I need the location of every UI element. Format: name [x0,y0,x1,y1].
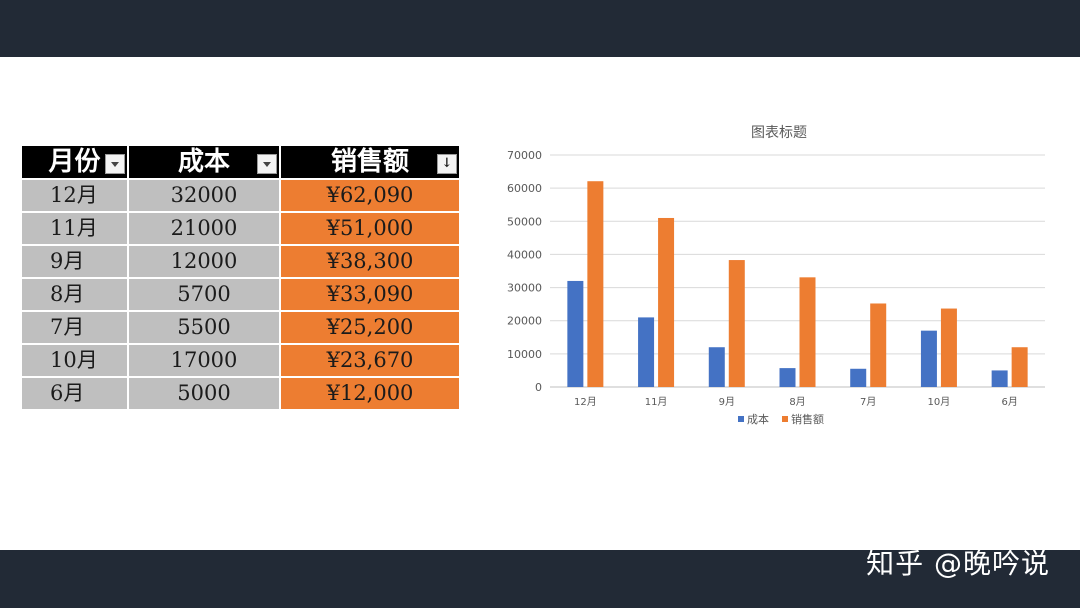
header-sales: 销售额 ↓ [279,146,459,179]
x-tick-label: 6月 [1001,396,1017,408]
y-tick-label: 10000 [507,348,542,361]
bar-chart[interactable]: 图表标题 0 10000 20000 30000 40000 50000 60000 7000… [490,112,1060,442]
table-row: 9月 12000 ¥38,300 [22,244,459,278]
cell-month[interactable]: 12月 [22,178,128,212]
table-row: 10月 17000 ¥23,670 [22,343,459,377]
filter-dropdown-icon[interactable] [105,154,125,174]
table-row: 7月 5500 ¥25,200 [22,310,459,344]
cell-cost[interactable]: 5500 [127,310,280,344]
y-tick-label: 20000 [507,315,542,328]
cell-month[interactable]: 11月 [22,211,128,245]
x-tick-label: 9月 [719,396,735,408]
cell-cost[interactable]: 21000 [127,211,280,245]
x-tick-label: 10月 [928,396,951,408]
cell-month[interactable]: 7月 [22,310,128,344]
cell-cost[interactable]: 17000 [127,343,280,377]
y-tick-label: 50000 [507,215,542,228]
cell-month[interactable]: 8月 [22,277,128,311]
legend-label: 销售额 [791,412,824,426]
bar-sales[interactable] [1011,347,1028,387]
bar-sales[interactable] [587,181,604,387]
chart-grid [550,154,1045,388]
legend-swatch [738,416,744,422]
cell-sales[interactable]: ¥38,300 [279,244,459,278]
bar-sales[interactable] [658,217,675,387]
y-tick-label: 60000 [507,182,542,195]
bar-cost[interactable] [638,317,655,387]
cell-cost[interactable]: 32000 [127,178,280,212]
cell-sales[interactable]: ¥62,090 [279,178,459,212]
bar-cost[interactable] [850,368,867,387]
cell-month[interactable]: 10月 [22,343,128,377]
cell-cost[interactable]: 5000 [127,376,280,409]
bottom-bar [0,550,1080,608]
y-axis-ticks: 0 10000 20000 30000 40000 50000 60000 70000 [507,149,542,394]
table-row: 11月 21000 ¥51,000 [22,211,459,245]
table-header-row: 月份 成本 销售额 ↓ [22,146,459,179]
table-row: 6月 5000 ¥12,000 [22,376,459,409]
chart-title: 图表标题 [751,125,807,141]
chart-legend: 成本 销售额 [738,412,824,426]
cell-sales[interactable]: ¥51,000 [279,211,459,245]
cell-cost[interactable]: 12000 [127,244,280,278]
y-tick-label: 0 [535,381,542,394]
bar-sales[interactable] [728,260,745,387]
x-axis-ticks: 12月 11月 9月 8月 7月 10月 6月 [574,396,1018,408]
header-month-label: 月份 [48,147,101,177]
x-tick-label: 7月 [860,396,876,408]
cell-sales[interactable]: ¥12,000 [279,376,459,409]
y-tick-label: 40000 [507,248,542,261]
x-tick-label: 11月 [645,396,668,408]
sort-descending-icon[interactable]: ↓ [437,154,457,174]
cell-month[interactable]: 6月 [22,376,128,409]
cell-month[interactable]: 9月 [22,244,128,278]
bar-sales[interactable] [870,303,887,387]
bar-cost[interactable] [567,280,584,387]
bar-cost[interactable] [920,330,937,387]
table-row: 12月 32000 ¥62,090 [22,178,459,212]
x-tick-label: 12月 [574,396,597,408]
header-month: 月份 [22,146,128,179]
bar-cost[interactable] [779,368,796,387]
bar-cost[interactable] [708,347,725,387]
y-tick-label: 70000 [507,149,542,162]
filter-dropdown-icon[interactable] [257,154,277,174]
x-tick-label: 8月 [789,396,805,408]
bar-sales[interactable] [799,277,816,387]
chart-bars [567,181,1028,387]
legend-label: 成本 [747,412,769,426]
top-bar [0,0,1080,57]
header-cost: 成本 [127,146,280,179]
header-cost-label: 成本 [177,147,230,177]
header-sales-label: 销售额 [330,147,409,177]
data-table: 月份 成本 销售额 ↓ 12月 32000 ¥62,090 11月 21000 … [22,146,459,409]
y-tick-label: 30000 [507,282,542,295]
cell-sales[interactable]: ¥25,200 [279,310,459,344]
cell-sales[interactable]: ¥23,670 [279,343,459,377]
table-row: 8月 5700 ¥33,090 [22,277,459,311]
chart-svg: 图表标题 0 10000 20000 30000 40000 50000 60000 7000… [507,125,1045,426]
cell-sales[interactable]: ¥33,090 [279,277,459,311]
bar-cost[interactable] [991,370,1008,387]
watermark-text: 知乎 @晚吟说 [866,547,1050,580]
legend-swatch [782,416,788,422]
cell-cost[interactable]: 5700 [127,277,280,311]
bar-sales[interactable] [940,308,957,387]
